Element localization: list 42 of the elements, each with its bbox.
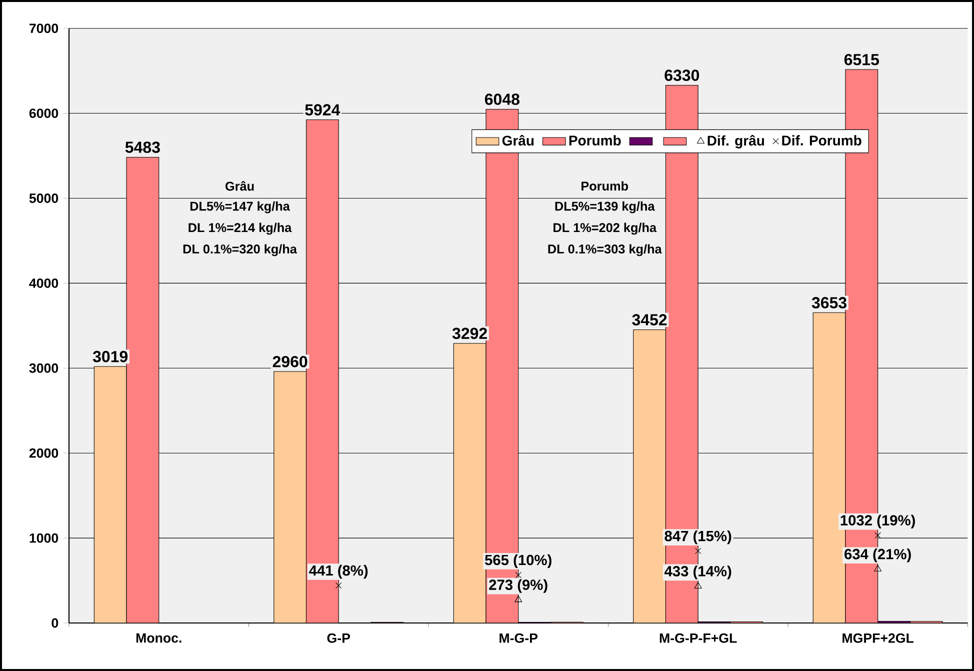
data-label: 6048 — [484, 94, 520, 105]
y-tick-label: 0 — [52, 618, 58, 628]
data-label: 273 (9%) — [489, 579, 548, 593]
annotation: DL 1%=214 kg/ha — [188, 222, 292, 235]
data-label: 2960 — [272, 356, 308, 368]
legend-label: Porumb — [569, 135, 621, 146]
data-label: 3452 — [632, 314, 667, 326]
data-label: 5924 — [305, 104, 340, 116]
x-tick-label: M-G-P-F+GL — [660, 633, 737, 643]
data-label: 6515 — [844, 54, 879, 66]
y-tick-label: 2000 — [29, 448, 58, 458]
y-tick-label: 3000 — [29, 363, 58, 373]
annotation: DL 1%=202 kg/ha — [554, 222, 657, 235]
data-label: 441 (8%) — [309, 564, 368, 579]
y-tick-label: 7000 — [30, 24, 58, 34]
data-label: 565 (10%) — [484, 554, 552, 568]
annotation: DL 0.1%=320 kg/ha — [183, 244, 298, 256]
legend-label: Grâu — [502, 135, 534, 146]
y-tick-label: 6000 — [29, 108, 58, 118]
y-tick-label: 4000 — [29, 278, 58, 288]
data-label: 3653 — [812, 297, 846, 308]
x-tick-label: Monoc. — [136, 633, 182, 643]
data-label: 634 (21%) — [844, 548, 911, 562]
data-label: 5483 — [125, 142, 160, 153]
data-label: 1032 (19%) — [840, 514, 915, 528]
legend-label: Dif. Porumb — [782, 135, 862, 146]
data-label: 433 (14%) — [664, 566, 732, 580]
x-tick-label: G-P — [327, 633, 350, 643]
legend-label: Dif. grâu — [708, 135, 764, 148]
annotation: DL 0.1%=303 kg/ha — [548, 244, 662, 256]
annotation: Porumb — [582, 181, 628, 191]
x-tick-label: MGPF+2GL — [842, 633, 914, 643]
y-tick-label: 1000 — [30, 533, 58, 543]
data-label: 847 (15%) — [664, 530, 732, 544]
data-label: 3292 — [452, 328, 487, 340]
data-label: 3019 — [92, 350, 128, 362]
data-label: 6330 — [664, 70, 700, 81]
annotation: DL5%=139 kg/ha — [555, 201, 655, 214]
x-tick-label: M-G-P — [500, 633, 538, 643]
annotation: DL5%=147 kg/ha — [190, 201, 290, 214]
annotation: Grâu — [225, 181, 254, 191]
y-tick-label: 5000 — [29, 194, 58, 203]
